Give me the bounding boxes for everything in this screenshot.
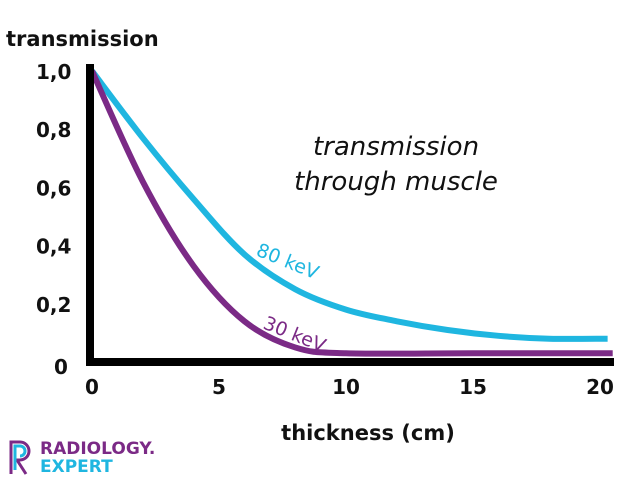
- x-axis-line: [86, 358, 614, 366]
- chart-title-line-1: transmission: [313, 132, 479, 162]
- y-tick-label: 0,2: [36, 293, 71, 317]
- y-axis-label: transmission: [6, 27, 159, 51]
- logo-line-2: EXPERT: [40, 457, 113, 477]
- x-tick-label: 10: [332, 375, 360, 399]
- x-axis-label: thickness (cm): [281, 421, 455, 445]
- x-tick-label: 20: [586, 375, 614, 399]
- series-line-80kev: [89, 69, 608, 342]
- series-label-80kev: 80 keV: [253, 239, 322, 284]
- x-tick-label: 0: [85, 375, 99, 399]
- radiology-expert-logo: RADIOLOGY. EXPERT: [9, 439, 155, 477]
- y-tick-label: 0,6: [36, 176, 71, 200]
- x-tick-label: 5: [212, 375, 226, 399]
- y-axis-line: [86, 64, 94, 366]
- logo-line-1: RADIOLOGY.: [40, 439, 155, 459]
- logo-r-icon: [9, 440, 31, 475]
- y-tick-label: 1,0: [36, 60, 71, 84]
- y-tick-label: 0,4: [36, 235, 71, 259]
- y-tick-label: 0: [54, 355, 68, 379]
- y-tick-label: 0,8: [36, 118, 71, 142]
- chart-title-line-2: through muscle: [294, 167, 498, 197]
- x-tick-label: 15: [459, 375, 487, 399]
- series-line-30kev: [89, 69, 613, 357]
